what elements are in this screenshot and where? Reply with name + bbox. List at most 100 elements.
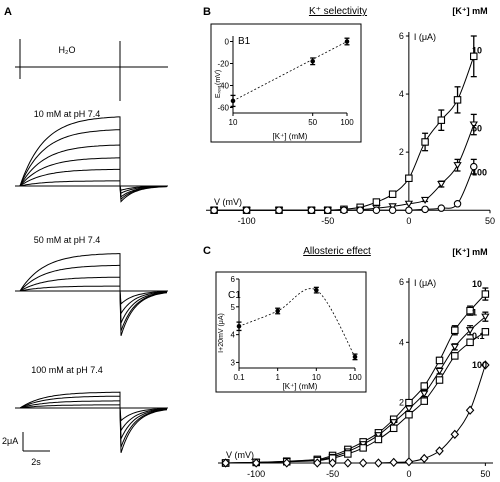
chart-b-series-label-0: 10 [472,45,482,55]
inset-c1: C1 I+20mV (μA) [K⁺] (mM) 0.1 1 10 100 3 4 5 6 [215,271,367,393]
inset-b1-x-label: [K⁺] (mM) [273,132,308,141]
panel-a: A H₂O 10 mM at pH 7.4 50 mM at pH 7.4 10… [2,6,168,467]
chart-b-series-2-point-0 [210,206,218,214]
chart-b-series-0-point-8 [388,190,397,198]
inset-c1-x-label: [K⁺] (mM) [283,382,318,391]
trace-block-3-tail-1 [119,407,168,432]
chart-b-series-1-point-13 [469,121,478,129]
chart-b-series-1-point-12 [453,162,462,170]
chart-b-x-label: V (mV) [214,197,242,207]
inset-c1-y-tick-label-1: 4 [231,331,236,340]
scale-bar: 2μA 2s [2,432,50,467]
inset-c1-fit-line [238,288,356,358]
trace-block-1-step-1 [19,168,121,187]
panel-c-label: C [203,245,211,257]
chart-b-series-0-point-10 [421,138,429,146]
trace-block-2-step-0 [19,285,121,292]
trace-block-3-tail-4 [119,407,168,453]
trace-label-h2o: H₂O [59,45,76,55]
chart-b-series-2-point-10 [421,205,429,214]
chart-b-series-2-point-8 [388,206,397,214]
chart-b-y-label: I (μA) [414,32,436,42]
chart-b-series-2-line [214,166,475,211]
panel-b-title: K⁺ selectivity [309,6,367,17]
trace-block-1-step-4 [19,129,121,187]
inset-b1-fit-line [232,41,348,102]
chart-c-series-0-point-13 [466,306,474,315]
chart-c-series-0-point-14 [481,290,490,298]
chart-c-series-3-point-6 [358,458,368,468]
inset-c1-x-tick-label-3: 100 [348,373,362,382]
chart-c-series-2-point-6 [359,444,367,452]
chart-b-y-tick-label-1: 4 [399,89,404,99]
chart-b-series-2-point-4 [323,206,332,214]
trace-block-1-tail-2 [119,185,168,198]
chart-c-series-0-point-9 [405,398,413,407]
chart-c-series-label-1: 1 [472,308,477,318]
chart-c-y-label: I (μA) [414,278,436,288]
chart-c-x-label: V (mV) [226,450,254,460]
inset-c1-y-tick-label-3: 6 [231,275,236,284]
chart-c-series-3-point-12 [450,429,460,439]
inset-c1-point-0 [236,323,242,329]
inset-c1-x-tick-label-0: 0.1 [233,373,245,382]
panel-b-label: B [203,6,211,18]
chart-c-series-3-point-4 [328,458,337,468]
inset-b1-x-tick-label-1: 50 [308,118,317,127]
chart-c-series-2-point-14 [481,328,490,336]
chart-c-series-3-point-14 [481,360,490,370]
inset-c1-plot: 0.1 1 10 100 3 4 5 6 [231,275,363,382]
trace-block-1-step-3 [19,144,121,187]
trace-block-1-step-5 [19,116,121,187]
inset-b1-point-0 [230,98,236,104]
panel-b-legend-title: [K⁺] mM [452,6,487,16]
panel-c-title: Allosteric effect [303,246,371,257]
inset-c1-label: C1 [228,290,241,301]
trace-block-2-tail-1 [119,290,168,315]
chart-c-series-label-2: 0.1 [472,331,485,341]
chart-c-series-2-point-5 [344,450,352,458]
trace-block-2-tail-0 [119,290,168,305]
inset-c1-x-tick-label-1: 1 [275,373,280,382]
chart-c-series-2-point-7 [374,435,383,444]
trace-block-3-tail-2 [119,407,168,440]
trace-block-2-step-3 [19,253,121,292]
chart-b-y-tick-label-0: 2 [399,147,404,157]
chart-c-y-tick-label-1: 4 [399,337,404,347]
trace-block-3-tail-0 [119,407,167,422]
chart-b-x-tick-label-2: 0 [406,216,411,226]
chart-b-series-2-point-11 [437,204,446,212]
chart-b-series-2-point-6 [356,206,364,214]
trace-block-1-step-2 [19,157,121,187]
chart-c-series-2-point-9 [405,410,413,419]
chart-c-series-1-point-14 [481,313,490,321]
chart-b-x-tick-label-1: -50 [321,216,334,226]
chart-b-series-0-point-9 [405,174,413,183]
chart-c-y-tick-label-0: 2 [399,398,404,408]
chart-c-series-2-point-11 [435,376,444,384]
chart-b-y-tick-label-2: 6 [399,31,404,41]
scale-bar-x-label: 2s [31,457,41,467]
chart-c-series-2-point-10 [420,397,428,405]
chart-b-series-0-point-11 [437,116,446,124]
current-traces [15,39,168,453]
trace-block-3-step-2 [19,395,121,409]
chart-c-series-3-point-3 [313,458,322,468]
trace-label-100mm: 100 mM at pH 7.4 [31,365,103,375]
chart-c-series-3-point-8 [389,457,398,468]
chart-b-series-1-point-10 [420,196,430,204]
inset-b1-x-tick-label-2: 100 [340,118,354,127]
chart-c-x-tick-label-3: 50 [480,469,490,479]
inset-c1-frame [215,271,367,393]
chart-b-series-2-point-13 [470,162,478,171]
trace-block-2-tail-2 [119,290,168,324]
chart-c-series-2-point-8 [389,424,398,433]
trace-block-1-step-0 [19,180,121,187]
chart-b-series-2-point-3 [307,206,316,214]
inset-c1-point-2 [314,287,319,293]
trace-block-3-step-1 [19,400,121,409]
chart-c-series-3-point-0 [221,458,230,468]
inset-b1-y-tick-label-3: 0 [225,38,230,47]
chart-b-series-1-point-11 [437,180,446,189]
inset-b1-y-label: Eᵣₑᵥ (mV) [215,70,222,98]
